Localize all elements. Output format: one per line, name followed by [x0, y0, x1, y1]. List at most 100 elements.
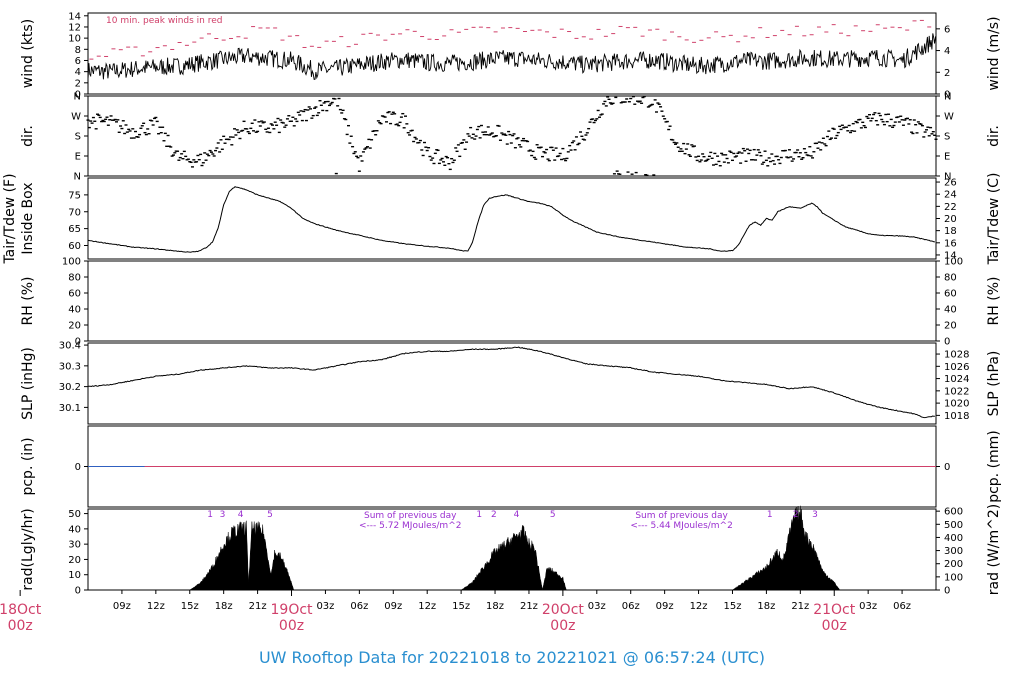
time-tick-label: 15z: [181, 601, 199, 612]
footer-time: 06:57:24: [643, 648, 716, 667]
time-tick-label: 03z: [588, 601, 606, 612]
right-tick-label-wind: 2: [944, 68, 950, 79]
series-line-temp: [87, 186, 935, 253]
time-tick-label: 06z: [893, 601, 911, 612]
left-tick-label-wind: 2: [75, 78, 81, 89]
rad-annotation-line2: <--- 5.44 MJoules/m^2: [630, 521, 732, 531]
left-tick-label-slp: 30.2: [59, 382, 81, 393]
footer-prefix: UW Rooftop Data for: [258, 648, 424, 667]
right-tick-label-rh: 60: [944, 289, 957, 300]
right-axis-label-wind: wind (m/s): [986, 16, 1002, 90]
left-tick-label-slp: 30.1: [59, 403, 81, 414]
rad-marker-label: 3: [220, 510, 226, 520]
time-tick-label: 09z: [113, 601, 131, 612]
right-tick-label-dir: N: [944, 92, 951, 103]
wind-annotation: 10 min. peak winds in red: [106, 16, 223, 26]
right-tick-label-dir: W: [944, 112, 954, 123]
panel-frame-rh: [87, 260, 937, 342]
right-tick-label-rh: 20: [944, 321, 957, 332]
time-tick-label: 21z: [791, 601, 809, 612]
left-tick-label-rh: 40: [68, 305, 81, 316]
right-tick-label-rad: 300: [944, 546, 963, 557]
panel-rh: [84, 260, 940, 342]
time-tick-label: 09z: [656, 601, 674, 612]
rad-marker-label: 2: [793, 510, 799, 520]
right-tick-label-rad: 400: [944, 533, 963, 544]
panel-rad: [84, 505, 940, 591]
time-tick-label: 18z: [757, 601, 775, 612]
left-tick-label-dir: N: [74, 172, 81, 183]
right-axis-label-dir: dir.: [986, 125, 1002, 147]
time-tick-label: 12z: [147, 601, 165, 612]
left-tick-label-wind: 14: [68, 11, 81, 22]
left-axis-label-rh: RH (%): [20, 277, 36, 326]
left-tick-label-wind: 10: [68, 34, 81, 45]
right-axis-label-rad: rad (W/m^2): [986, 504, 1002, 595]
left-axis-label-dir: dir.: [20, 125, 36, 147]
series-line-slp: [88, 346, 935, 419]
day-label-line2: 00z: [279, 618, 304, 634]
right-tick-label-wind: 6: [944, 24, 950, 35]
right-tick-label-temp: 14: [944, 250, 957, 261]
day-label-line1: 18Oct: [0, 602, 42, 618]
right-tick-label-rh: 0: [944, 337, 950, 348]
panel-temp: [84, 177, 940, 260]
time-tick-label: 15z: [723, 601, 741, 612]
left-tick-label-rh: 0: [75, 337, 81, 348]
left-tick-label-rh: 80: [68, 273, 81, 284]
left-axis-label2-temp: Inside Box: [20, 182, 36, 254]
footer-to: to: [515, 648, 532, 667]
left-tick-label-dir: S: [75, 132, 81, 143]
rad-marker-label: 4: [514, 510, 520, 520]
left-tick-label-slp: 30.4: [59, 341, 81, 352]
rad-marker-label: 1: [476, 510, 482, 520]
right-tick-label-temp: 22: [944, 202, 957, 213]
day-label-line1: 20Oct: [542, 602, 585, 618]
right-axis-label-temp: Tair/Tdew (C): [986, 173, 1002, 266]
rad-annotation-line1: Sum of previous day: [635, 511, 728, 521]
left-tick-label-wind: 6: [75, 56, 81, 67]
footer-tz: (UTC): [720, 648, 766, 667]
rad-marker-label: 4: [238, 510, 244, 520]
left-tick-label-wind: 0: [75, 90, 81, 101]
right-tick-label-dir: N: [944, 172, 951, 183]
left-tick-label-rh: 100: [62, 257, 81, 268]
left-axis-label-temp: Tair/Tdew (F): [2, 173, 18, 264]
footer-title: UW Rooftop Data for 20221018 to 20221021…: [0, 648, 1024, 667]
left-tick-label-rh: 60: [68, 289, 81, 300]
right-tick-label-slp: 1020: [944, 399, 969, 410]
left-axis-label-wind: wind (kts): [20, 19, 36, 88]
panel-wind: [84, 12, 940, 95]
right-tick-label-rh: 80: [944, 273, 957, 284]
left-tick-label-temp: 65: [68, 224, 81, 235]
time-tick-label: 18z: [486, 601, 504, 612]
panel-frame-temp: [87, 177, 937, 260]
right-tick-label-rad: 0: [944, 586, 950, 597]
right-tick-label-rh: 100: [944, 257, 963, 268]
footer-end: 20221021: [536, 648, 618, 667]
right-tick-label-temp: 20: [944, 214, 957, 225]
panel-dir: [84, 95, 940, 177]
rad-marker-label: 5: [550, 510, 556, 520]
right-axis-label-pcp: pcp. (mm): [986, 430, 1002, 503]
series-area-rad: [88, 505, 936, 591]
right-tick-label-rh: 40: [944, 305, 957, 316]
left-tick-label-rad: 40: [68, 524, 81, 535]
right-tick-label-rad: 200: [944, 559, 963, 570]
rad-marker-label: 2: [491, 510, 497, 520]
right-tick-label-dir: S: [944, 132, 950, 143]
time-tick-label: 03z: [316, 601, 334, 612]
right-tick-label-temp: 24: [944, 190, 957, 201]
footer-at: @: [622, 648, 639, 667]
left-tick-label-dir: W: [71, 112, 81, 123]
left-tick-label-rad: 0: [75, 586, 81, 597]
left-tick-label-rad: 20: [68, 555, 81, 566]
right-tick-label-rad: 600: [944, 507, 963, 518]
time-tick-label: 06z: [622, 601, 640, 612]
left-tick-label-wind: 4: [75, 67, 81, 78]
right-tick-label-temp: 26: [944, 178, 957, 189]
right-tick-label-slp: 1028: [944, 350, 969, 361]
day-label-line2: 00z: [8, 618, 33, 634]
right-tick-label-rad: 500: [944, 520, 963, 531]
